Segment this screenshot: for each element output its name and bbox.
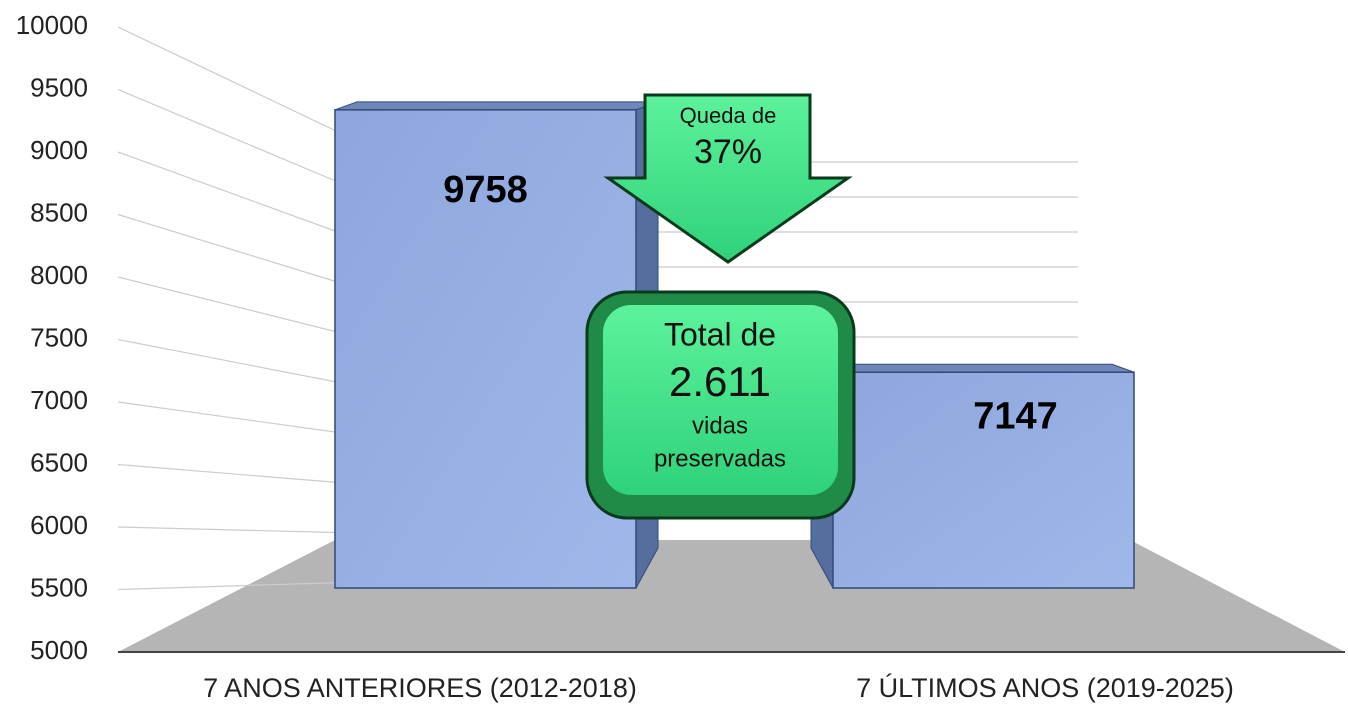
grid-line (117, 463, 336, 483)
annotation-text: vidas (692, 412, 748, 439)
data-label: 9758 (443, 169, 528, 211)
x-tick-label: 7 ANOS ANTERIORES (2012-2018) (203, 673, 637, 703)
grid-line (117, 338, 336, 383)
y-tick-label: 7500 (30, 322, 88, 352)
grid-line (117, 582, 336, 591)
grid-line (117, 26, 336, 132)
y-tick-label: 6000 (30, 510, 88, 540)
annotation-text: 2.611 (669, 358, 771, 405)
labels: 5000 5500 6000 6500 7000 7500 8000 8500 9000 9500… (16, 10, 1234, 703)
y-tick-label: 8000 (30, 260, 88, 290)
y-tick-label: 6500 (30, 447, 88, 477)
y-tick-label: 7000 (30, 385, 88, 415)
grid-line (117, 276, 336, 333)
box-annotation: Total de 2.611 vidas preservadas (585, 290, 856, 520)
x-tick-label: 7 ÚLTIMOS ANOS (2019-2025) (856, 672, 1234, 703)
y-tick-label: 9000 (30, 135, 88, 165)
y-tick-label: 5000 (30, 635, 88, 665)
y-tick-label: 8500 (30, 197, 88, 227)
annotation-text: preservadas (654, 445, 786, 472)
annotation-text: Total de (664, 316, 776, 352)
arrow (603, 93, 853, 264)
grid-line (117, 213, 336, 282)
grid (117, 26, 1078, 591)
y-tick-label: 10000 (16, 10, 88, 40)
grid-line (117, 88, 336, 182)
bar (832, 371, 1135, 589)
floor (118, 540, 1345, 652)
annotation-text: 37% (694, 133, 762, 171)
annotation-text: Queda de (680, 103, 777, 128)
box (603, 305, 838, 495)
data-label: 7147 (973, 395, 1058, 437)
y-tick-label: 9500 (30, 72, 88, 102)
grid-line (117, 151, 336, 232)
grid-line (117, 401, 336, 433)
y-tick-label: 5500 (30, 572, 88, 602)
bar-top (810, 363, 1135, 373)
bar-top (334, 101, 659, 111)
arrow-annotation: Queda de 37% (603, 93, 853, 264)
grid-line (117, 526, 336, 534)
background (118, 540, 1345, 653)
